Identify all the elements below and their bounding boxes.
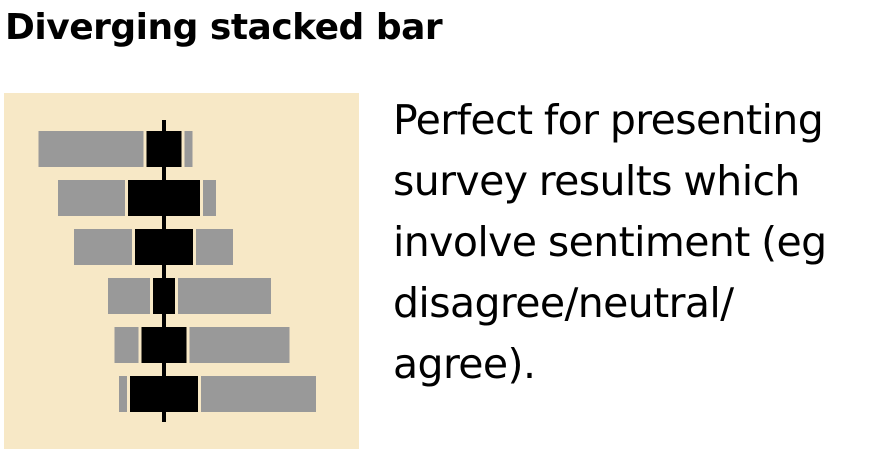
icon-bar-3-positive-segment xyxy=(196,229,233,265)
description-line-3: involve sentiment (eg xyxy=(393,218,827,266)
description: Perfect for presenting survey results wh… xyxy=(393,90,873,395)
icon-bar-1-negative-segment xyxy=(38,131,144,167)
diverging-stacked-bar-icon xyxy=(4,93,359,449)
icon-bar-5-negative-segment xyxy=(114,327,139,363)
icon-bar-5-positive-segment xyxy=(189,327,290,363)
icon-bar-4-negative-segment xyxy=(108,278,150,314)
icon-bar-6-positive-segment xyxy=(201,376,316,412)
description-line-1: Perfect for presenting xyxy=(393,96,824,144)
description-line-5: agree). xyxy=(393,340,536,388)
icon-panel xyxy=(4,93,359,449)
icon-bar-6-negative-segment xyxy=(119,376,127,412)
description-line-4: disagree/neutral/ xyxy=(393,279,734,327)
icon-bar-4-positive-segment xyxy=(178,278,271,314)
icon-bar-2-positive-segment xyxy=(203,180,216,216)
icon-bar-2-negative-segment xyxy=(58,180,125,216)
icon-bar-1-positive-segment xyxy=(184,131,193,167)
icon-bar-3-negative-segment xyxy=(74,229,132,265)
description-line-2: survey results which xyxy=(393,157,800,205)
page-title: Diverging stacked bar xyxy=(5,7,443,48)
